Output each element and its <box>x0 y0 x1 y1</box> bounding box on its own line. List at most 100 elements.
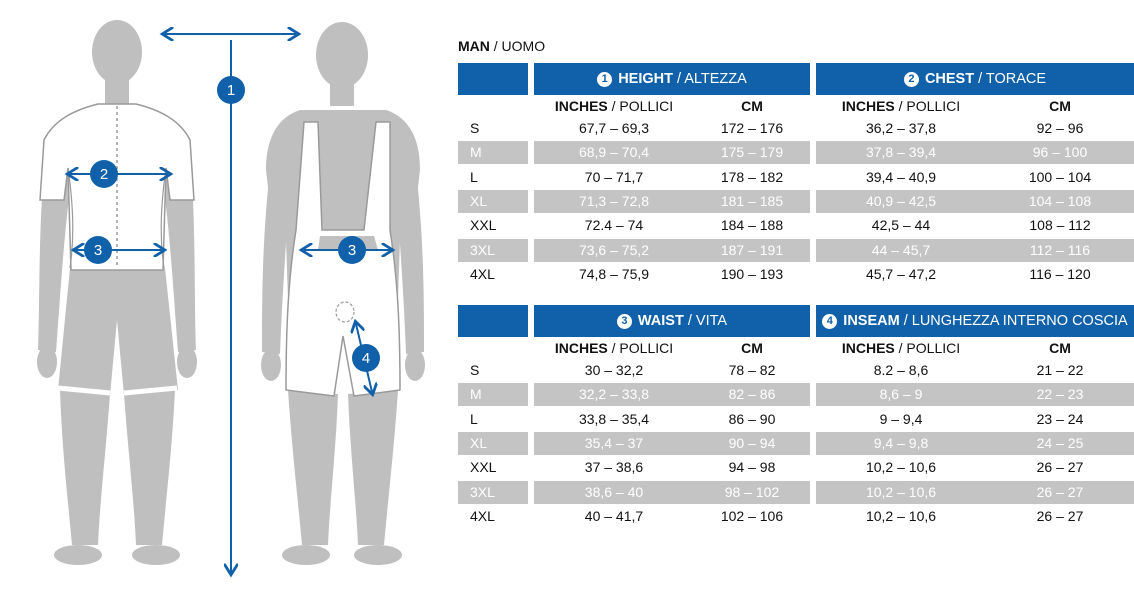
cm-cell: 181 – 185 <box>720 192 784 209</box>
table-row: M 32,2 – 33,8 82 – 86 8,6 – 9 22 – 23 <box>458 383 1134 407</box>
size-label: L <box>470 410 478 427</box>
cm-cell: 190 – 193 <box>720 265 784 282</box>
cm-cell: 92 – 96 <box>1036 120 1084 136</box>
cm-cell: 21 – 22 <box>1036 362 1084 378</box>
size-label: XL <box>470 434 488 451</box>
size-column-header <box>458 305 528 337</box>
table-row: S 30 – 32,2 78 – 82 8.2 – 8,6 21 – 22 <box>458 359 1134 382</box>
table-row: 4XL 40 – 41,7 102 – 106 10,2 – 10,6 26 – 27 <box>458 505 1134 528</box>
inches-cell: 10,2 – 10,6 <box>865 459 937 476</box>
cm-cell: 22 – 23 <box>1036 386 1084 403</box>
size-table-1: 1 HEIGHT / ALTEZZA INCHES / POLLICI CM 2 CHES… <box>458 63 1134 298</box>
group-header-height: 1 HEIGHT / ALTEZZA <box>534 63 810 95</box>
group-title: WAIST <box>637 313 684 329</box>
cm-cell: 100 – 104 <box>1028 168 1092 185</box>
size-column-header <box>458 63 528 95</box>
inches-cell: 37 – 38,6 <box>584 459 644 476</box>
cm-cell: 24 – 25 <box>1036 434 1084 451</box>
inches-cell: 9,4 – 9,8 <box>873 434 929 451</box>
cm-cell: 86 – 90 <box>728 410 776 427</box>
callout-2: 2 <box>90 160 118 188</box>
inches-cell: 40,9 – 42,5 <box>865 192 937 209</box>
cm-cell: 26 – 27 <box>1036 459 1084 476</box>
inches-cell: 8,6 – 9 <box>879 386 923 403</box>
cm-cell: 108 – 112 <box>1029 217 1091 234</box>
group-header-chest: 2 CHEST / TORACE <box>816 63 1134 95</box>
table-row: L 70 – 71,7 178 – 182 39,4 – 40,9 100 – 104 <box>458 166 1134 189</box>
inches-cell: 67,7 – 69,3 <box>578 120 650 136</box>
cm-cell: 94 – 98 <box>728 459 776 476</box>
callout-4: 4 <box>352 344 380 372</box>
inches-cell: 9 – 9,4 <box>879 410 923 427</box>
cm-cell: 116 – 120 <box>1029 265 1091 282</box>
body-figures-illustration: 1 2 3 3 4 <box>37 20 425 590</box>
inches-column-header: INCHES / POLLICI <box>841 98 961 114</box>
inches-cell: 10,2 – 10,6 <box>865 507 937 524</box>
size-label: S <box>470 120 480 136</box>
cm-column-header: CM <box>741 98 763 114</box>
page-title: MAN / UOMO <box>458 38 546 54</box>
cm-cell: 175 – 179 <box>720 144 784 161</box>
inches-cell: 42,5 – 44 <box>871 217 931 234</box>
cm-cell: 26 – 27 <box>1036 483 1084 500</box>
inches-column-header: INCHES / POLLICI <box>554 98 674 114</box>
group-title: INSEAM <box>843 313 900 329</box>
front-figure <box>37 20 197 565</box>
cm-cell: 102 – 106 <box>720 507 784 524</box>
size-label: 3XL <box>470 241 495 258</box>
size-label: XXL <box>470 217 497 234</box>
table-row: XL 35,4 – 37 90 – 94 9,4 – 9,8 24 – 25 <box>458 431 1134 455</box>
inches-cell: 36,2 – 37,8 <box>865 120 937 136</box>
table-row: L 33,8 – 35,4 86 – 90 9 – 9,4 23 – 24 <box>458 408 1134 431</box>
svg-text:3: 3 <box>94 242 102 259</box>
group-title: CHEST <box>924 71 975 87</box>
inches-cell: 35,4 – 37 <box>584 434 644 451</box>
inches-cell: 39,4 – 40,9 <box>865 168 937 185</box>
cm-cell: 104 – 108 <box>1028 192 1092 209</box>
size-label: S <box>470 362 480 378</box>
cm-cell: 172 – 176 <box>720 120 784 136</box>
cm-cell: 82 – 86 <box>728 386 776 403</box>
inches-cell: 71,3 – 72,8 <box>578 192 650 209</box>
inches-cell: 30 – 32,2 <box>584 362 644 378</box>
inches-cell: 44 – 45,7 <box>871 241 931 258</box>
inches-column-header: INCHES / POLLICI <box>554 340 674 356</box>
table-row: 3XL 73,6 – 75,2 187 – 191 44 – 45,7 112 – 11… <box>458 238 1134 262</box>
callout-3-front: 3 <box>84 236 112 264</box>
table-row: 4XL 74,8 – 75,9 190 – 193 45,7 – 47,2 116 – … <box>458 263 1134 286</box>
group-number-badge: 1 <box>597 71 613 87</box>
cm-cell: 178 – 182 <box>720 168 784 185</box>
group-title-italian: / TORACE <box>978 71 1047 87</box>
group-header-inseam: 4 INSEAM / LUNGHEZZA INTERNO COSCIA <box>816 305 1134 337</box>
inches-cell: 38,6 – 40 <box>584 483 644 500</box>
inches-cell: 8.2 – 8,6 <box>873 362 929 378</box>
callout-1: 1 <box>217 76 245 104</box>
group-number-badge: 3 <box>616 313 632 329</box>
cm-cell: 23 – 24 <box>1036 410 1084 427</box>
table-row: 3XL 38,6 – 40 98 – 102 10,2 – 10,6 26 – 27 <box>458 480 1134 504</box>
inches-cell: 45,7 – 47,2 <box>865 265 937 282</box>
table-row: XL 71,3 – 72,8 181 – 185 40,9 – 42,5 104 – 1… <box>458 189 1134 213</box>
cm-cell: 26 – 27 <box>1036 507 1084 524</box>
cm-cell: 187 – 191 <box>720 241 784 258</box>
svg-text:4: 4 <box>362 350 370 367</box>
inches-cell: 32,2 – 33,8 <box>578 386 650 403</box>
inches-cell: 10,2 – 10,6 <box>865 483 937 500</box>
inches-cell: 37,8 – 39,4 <box>865 144 937 161</box>
cm-cell: 184 – 188 <box>720 217 784 234</box>
table-row: XXL 72.4 – 74 184 – 188 42,5 – 44 108 – 112 <box>458 214 1134 237</box>
inches-cell: 40 – 41,7 <box>584 507 644 524</box>
size-label: 3XL <box>470 483 495 500</box>
cm-cell: 90 – 94 <box>728 434 776 451</box>
inches-cell: 68,9 – 70,4 <box>578 144 650 161</box>
group-title: HEIGHT <box>618 71 673 87</box>
inches-cell: 74,8 – 75,9 <box>578 265 650 282</box>
inches-cell: 73,6 – 75,2 <box>578 241 650 258</box>
size-label: XL <box>470 192 488 209</box>
group-title-italian: / LUNGHEZZA INTERNO COSCIA <box>903 313 1128 329</box>
group-number-badge: 4 <box>822 313 838 329</box>
size-label: 4XL <box>470 265 495 282</box>
inches-cell: 72.4 – 74 <box>584 217 644 234</box>
cm-cell: 96 – 100 <box>1032 144 1088 161</box>
cm-cell: 98 – 102 <box>724 483 780 500</box>
